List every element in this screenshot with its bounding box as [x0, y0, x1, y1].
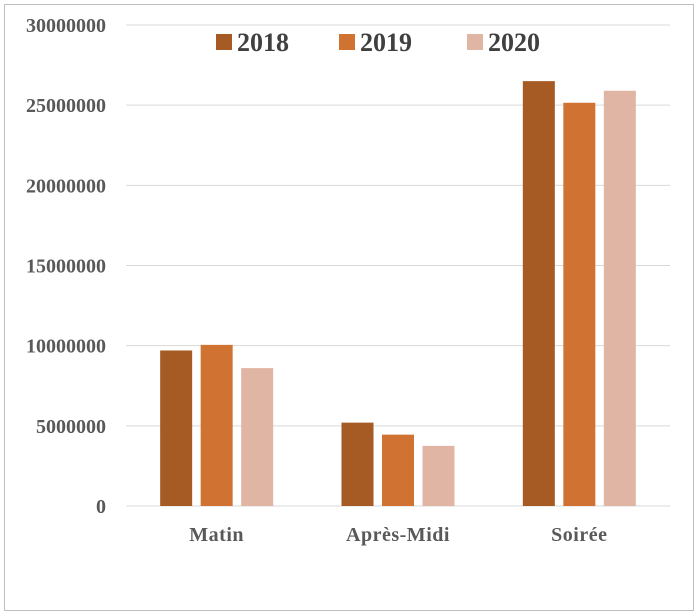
legend-swatch-2019	[339, 34, 355, 50]
y-tick-label: 30000000	[26, 15, 106, 37]
bar-2020-0	[241, 368, 274, 506]
legend-swatch-2020	[467, 34, 483, 50]
bar-2018-2	[522, 81, 555, 506]
legend-label: 2020	[488, 28, 540, 57]
y-tick-label: 25000000	[26, 95, 106, 117]
y-tick-label: 15000000	[26, 256, 106, 278]
bar-2019-0	[200, 344, 233, 506]
y-tick-label: 0	[96, 496, 106, 518]
x-axis-categories: Matin Après-Midi Soirée	[189, 524, 607, 546]
bars	[160, 81, 636, 507]
y-tick-label: 10000000	[26, 336, 106, 358]
x-category-label: Après-Midi	[346, 524, 450, 546]
legend-label: 2018	[237, 28, 289, 57]
y-axis-ticks: 0 5000000 10000000 15000000 20000000 25000000…	[26, 15, 106, 518]
y-tick-label: 20000000	[26, 175, 106, 197]
legend: 2018 2019 2020	[216, 28, 540, 57]
bar-2020-2	[603, 90, 636, 506]
bar-2020-1	[422, 445, 455, 506]
legend-swatch-2018	[216, 34, 232, 50]
x-category-label: Soirée	[551, 524, 607, 546]
y-tick-label: 5000000	[36, 416, 106, 438]
bar-2019-1	[382, 434, 414, 506]
legend-label: 2019	[360, 28, 412, 57]
bar-2018-0	[160, 350, 193, 506]
x-category-label: Matin	[189, 524, 244, 546]
bar-2019-2	[563, 102, 596, 507]
bar-2018-1	[341, 422, 374, 506]
